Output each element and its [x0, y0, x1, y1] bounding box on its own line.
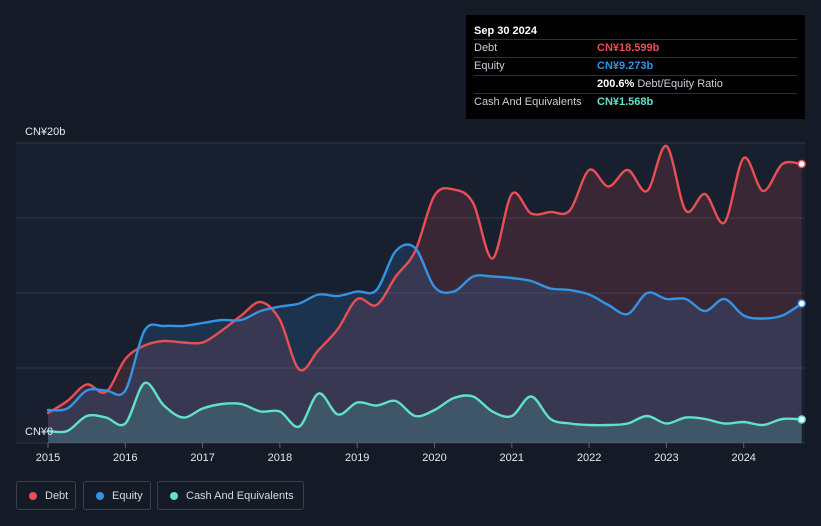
series-lines [46, 144, 803, 434]
gridlines [16, 142, 805, 444]
tooltip-equity-value: CN¥9.273b [597, 60, 654, 72]
equity-area [48, 244, 802, 443]
cash-line [46, 381, 803, 434]
tooltip-debt-value: CN¥18.599b [597, 42, 660, 54]
y-axis-top-label: CN¥20b [25, 126, 65, 138]
cash-end-marker [797, 415, 806, 424]
debt-legend-dot-icon [29, 491, 37, 500]
equity-legend-dot-icon [96, 491, 104, 500]
debt-area [48, 145, 802, 444]
tooltip-panel: Sep 30 2024 Debt CN¥18.599b Equity CN¥9.… [466, 15, 805, 119]
x-tick-label: 2020 [422, 452, 446, 464]
debt-line [46, 144, 803, 415]
legend-debt-label: Debt [45, 489, 69, 502]
cash-area [48, 382, 802, 443]
x-tick-label: 2019 [345, 452, 369, 464]
x-tick-label: 2018 [268, 452, 292, 464]
equity-end-marker [797, 299, 806, 308]
x-tick-label: 2024 [731, 452, 755, 464]
x-tick-label: 2017 [190, 452, 214, 464]
tooltip-debt-label: Debt [474, 42, 498, 54]
x-tick-label: 2023 [654, 452, 678, 464]
legend-cash-label: Cash And Equivalents [186, 489, 294, 502]
x-tick-label: 2016 [113, 452, 137, 464]
x-tick-label: 2015 [36, 452, 60, 464]
end-markers [797, 159, 806, 424]
x-axis: 2015 2016 2017 2018 2019 2020 2021 2022 2023 2024 [36, 443, 756, 464]
legend-item-cash[interactable]: Cash And Equivalents [157, 481, 304, 510]
tooltip-cash-value: CN¥1.568b [597, 96, 654, 108]
tooltip-cash-label: Cash And Equivalents [474, 96, 582, 108]
tooltip-date: Sep 30 2024 [474, 25, 537, 37]
y-axis-bottom-label: CN¥0 [25, 426, 53, 438]
tooltip-ratio-label: Debt/Equity Ratio [637, 78, 723, 90]
tooltip-equity-label: Equity [474, 60, 505, 72]
tooltip-row-cash: Cash And Equivalents CN¥1.568b [474, 93, 797, 111]
tooltip-row-debt: Debt CN¥18.599b [474, 39, 797, 57]
equity-line [46, 243, 803, 412]
legend-item-debt[interactable]: Debt [16, 481, 76, 510]
debt-end-marker [797, 159, 806, 169]
tooltip-row-equity: Equity CN¥9.273b [474, 57, 797, 75]
legend-equity-label: Equity [112, 489, 143, 502]
x-tick-label: 2021 [500, 452, 524, 464]
tooltip-ratio-spacer [474, 76, 597, 93]
tooltip-ratio-value: 200.6% [597, 78, 635, 90]
tooltip-row-ratio: 200.6% Debt/Equity Ratio [474, 75, 797, 93]
cash-legend-dot-icon [170, 491, 178, 500]
x-tick-label: 2022 [577, 452, 601, 464]
series-areas [48, 145, 802, 444]
legend-item-equity[interactable]: Equity [83, 481, 151, 510]
